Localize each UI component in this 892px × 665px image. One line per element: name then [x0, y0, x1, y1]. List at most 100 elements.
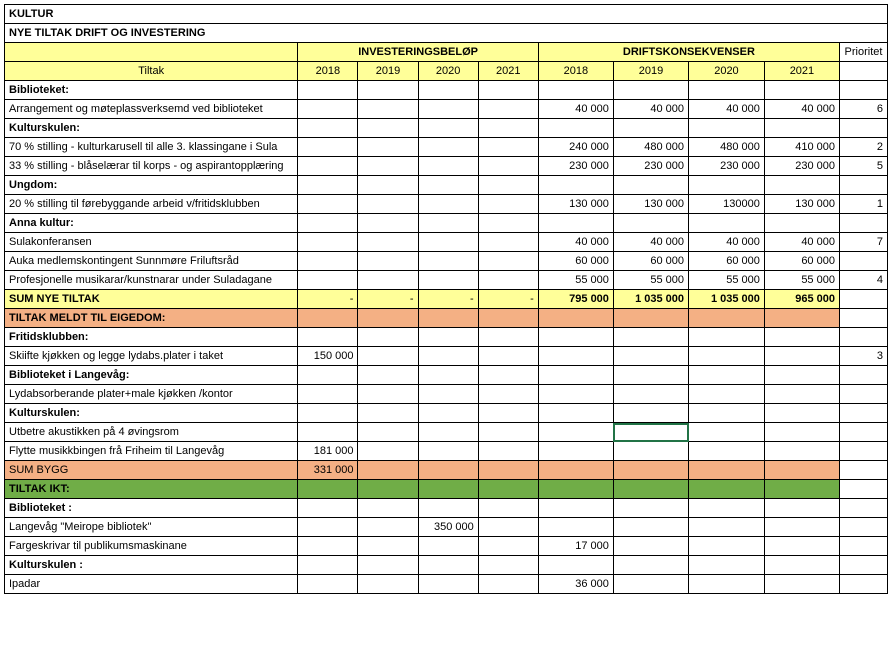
section-label: SUM BYGG [5, 461, 298, 480]
section-fritidsklubben[interactable]: Fritidsklubben: [5, 328, 888, 347]
cell: 40 000 [538, 100, 613, 119]
row-33pct[interactable]: 33 % stilling - blåselærar til korps - o… [5, 157, 888, 176]
row-ipadar[interactable]: Ipadar 36 000 [5, 575, 888, 594]
band-invest: INVESTERINGSBELØP [298, 43, 539, 62]
row-label: Ipadar [5, 575, 298, 594]
section-label: Biblioteket i Langevåg: [5, 366, 298, 385]
cell: 55 000 [538, 271, 613, 290]
row-label: Lydabsorberande plater+male kjøkken /kon… [5, 385, 298, 404]
cell: 60 000 [538, 252, 613, 271]
cell: 130000 [689, 195, 765, 214]
cell: 130 000 [764, 195, 839, 214]
row-eigedom[interactable]: TILTAK MELDT TIL EIGEDOM: [5, 309, 888, 328]
cell: - [418, 290, 478, 309]
row-sulakonferansen[interactable]: Sulakonferansen 40 000 40 000 40 000 40 … [5, 233, 888, 252]
row-20pct[interactable]: 20 % stilling til førebyggande arbeid v/… [5, 195, 888, 214]
section-ungdom[interactable]: Ungdom: [5, 176, 888, 195]
col-tiltak: Tiltak [5, 62, 298, 81]
section-label: Kulturskulen: [5, 119, 298, 138]
row-label: 70 % stilling - kulturkarusell til alle … [5, 138, 298, 157]
cell: 40 000 [764, 100, 839, 119]
cell: 240 000 [538, 138, 613, 157]
band-drifts: DRIFTSKONSEKVENSER [538, 43, 839, 62]
row-auka[interactable]: Auka medlemskontingent Sunnmøre Frilufts… [5, 252, 888, 271]
section-biblioteket-2[interactable]: Biblioteket : [5, 499, 888, 518]
cell: 130 000 [538, 195, 613, 214]
budget-table: KULTUR NYE TILTAK DRIFT OG INVESTERING I… [4, 4, 888, 594]
section-label: Biblioteket : [5, 499, 298, 518]
cell: 40 000 [764, 233, 839, 252]
row-70pct[interactable]: 70 % stilling - kulturkarusell til alle … [5, 138, 888, 157]
row-flytte[interactable]: Flytte musikkbingen frå Friheim til Lang… [5, 442, 888, 461]
page-title-1: KULTUR [5, 5, 888, 24]
section-kulturskulen-3[interactable]: Kulturskulen : [5, 556, 888, 575]
cell-prio: 6 [839, 100, 887, 119]
cell: 230 000 [538, 157, 613, 176]
cell-prio [839, 252, 887, 271]
row-label: Utbetre akustikken på 4 øvingsrom [5, 423, 298, 442]
cell-prio: 1 [839, 195, 887, 214]
section-anna[interactable]: Anna kultur: [5, 214, 888, 233]
section-label: Biblioteket: [5, 81, 298, 100]
row-label: Fargeskrivar til publikumsmaskinane [5, 537, 298, 556]
cell: 230 000 [689, 157, 765, 176]
cell: 1 035 000 [689, 290, 765, 309]
col-prio-blank [839, 62, 887, 81]
cell: 60 000 [689, 252, 765, 271]
cell: - [298, 290, 358, 309]
cell: 965 000 [764, 290, 839, 309]
section-kulturskulen-2[interactable]: Kulturskulen: [5, 404, 888, 423]
col-d-2020: 2020 [689, 62, 765, 81]
row-arrangement[interactable]: Arrangement og møteplassverksemd ved bib… [5, 100, 888, 119]
section-label: Kulturskulen : [5, 556, 298, 575]
selected-cell[interactable] [613, 423, 688, 442]
cell: 150 000 [298, 347, 358, 366]
row-label: Langevåg "Meirope bibliotek" [5, 518, 298, 537]
row-ikt[interactable]: TILTAK IKT: [5, 480, 888, 499]
col-d-2019: 2019 [613, 62, 688, 81]
section-biblioteket[interactable]: Biblioteket: [5, 81, 888, 100]
col-i-2019: 2019 [358, 62, 418, 81]
cell: 36 000 [538, 575, 613, 594]
cell: 230 000 [764, 157, 839, 176]
cell-prio: 4 [839, 271, 887, 290]
section-label: TILTAK MELDT TIL EIGEDOM: [5, 309, 298, 328]
cell: 55 000 [764, 271, 839, 290]
cell: 60 000 [764, 252, 839, 271]
row-langevag-meirope[interactable]: Langevåg "Meirope bibliotek" 350 000 [5, 518, 888, 537]
band-prioritet: Prioritet [839, 43, 887, 62]
cell-prio: 3 [839, 347, 887, 366]
row-prof[interactable]: Profesjonelle musikarar/kunstnarar under… [5, 271, 888, 290]
row-sum-nye[interactable]: SUM NYE TILTAK - - - - 795 000 1 035 000… [5, 290, 888, 309]
cell: 17 000 [538, 537, 613, 556]
section-kulturskulen[interactable]: Kulturskulen: [5, 119, 888, 138]
row-lydabs[interactable]: Lydabsorberande plater+male kjøkken /kon… [5, 385, 888, 404]
section-label: Anna kultur: [5, 214, 298, 233]
cell: 181 000 [298, 442, 358, 461]
row-label: 33 % stilling - blåselærar til korps - o… [5, 157, 298, 176]
band-blank [5, 43, 298, 62]
row-akustikk[interactable]: Utbetre akustikken på 4 øvingsrom [5, 423, 888, 442]
col-d-2018: 2018 [538, 62, 613, 81]
row-label: Arrangement og møteplassverksemd ved bib… [5, 100, 298, 119]
cell: 40 000 [689, 100, 765, 119]
col-i-2018: 2018 [298, 62, 358, 81]
row-label: Auka medlemskontingent Sunnmøre Frilufts… [5, 252, 298, 271]
row-label: Flytte musikkbingen frå Friheim til Lang… [5, 442, 298, 461]
row-sum-bygg[interactable]: SUM BYGG 331 000 [5, 461, 888, 480]
section-label: TILTAK IKT: [5, 480, 298, 499]
col-d-2021: 2021 [764, 62, 839, 81]
cell-prio: 5 [839, 157, 887, 176]
row-fargeskrivar[interactable]: Fargeskrivar til publikumsmaskinane 17 0… [5, 537, 888, 556]
cell: - [478, 290, 538, 309]
section-biblioteket-langevog[interactable]: Biblioteket i Langevåg: [5, 366, 888, 385]
cell: 795 000 [538, 290, 613, 309]
row-skifte[interactable]: Skiifte kjøkken og legge lydabs.plater i… [5, 347, 888, 366]
section-label: Ungdom: [5, 176, 298, 195]
col-i-2021: 2021 [478, 62, 538, 81]
cell: 130 000 [613, 195, 688, 214]
row-label: Skiifte kjøkken og legge lydabs.plater i… [5, 347, 298, 366]
row-label: Sulakonferansen [5, 233, 298, 252]
cell: 350 000 [418, 518, 478, 537]
cell: 480 000 [689, 138, 765, 157]
